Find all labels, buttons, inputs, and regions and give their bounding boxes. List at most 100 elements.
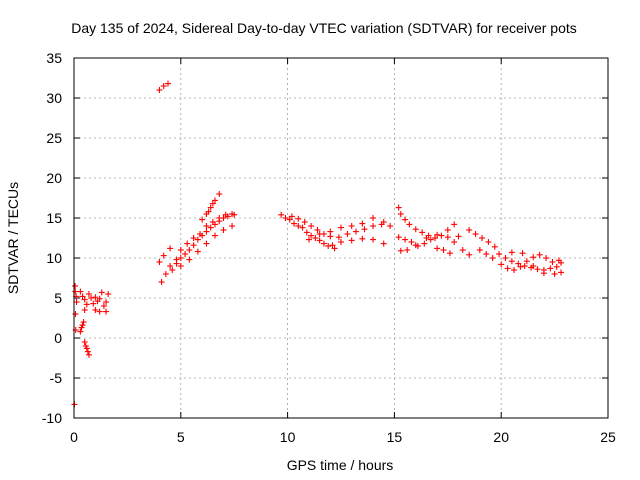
data-point bbox=[431, 235, 438, 241]
chart-title: Day 135 of 2024, Sidereal Day-to-day VTE… bbox=[71, 20, 577, 36]
data-point bbox=[186, 256, 193, 263]
data-point bbox=[397, 247, 404, 254]
data-point bbox=[444, 227, 451, 233]
data-point bbox=[80, 319, 87, 325]
data-point bbox=[451, 221, 458, 228]
data-point bbox=[335, 234, 342, 241]
data-point bbox=[83, 301, 90, 308]
data-point bbox=[85, 351, 92, 358]
data-point bbox=[169, 267, 176, 273]
data-point bbox=[286, 216, 293, 223]
data-point bbox=[331, 245, 338, 252]
data-point bbox=[177, 255, 184, 261]
data-point bbox=[406, 221, 413, 228]
data-point bbox=[211, 197, 218, 204]
data-point bbox=[216, 215, 223, 221]
data-point bbox=[92, 307, 99, 313]
grid bbox=[74, 58, 608, 418]
data-point bbox=[190, 242, 197, 249]
data-point bbox=[558, 269, 565, 276]
data-point bbox=[338, 239, 344, 245]
data-point bbox=[229, 223, 236, 229]
x-tick-label: 25 bbox=[600, 429, 616, 445]
data-point bbox=[96, 295, 103, 302]
y-tick-label: -5 bbox=[50, 370, 63, 386]
data-point bbox=[370, 236, 377, 243]
data-point bbox=[73, 299, 80, 305]
data-point bbox=[105, 291, 112, 297]
data-point bbox=[186, 247, 193, 253]
data-point bbox=[295, 215, 302, 222]
data-point bbox=[84, 348, 91, 355]
data-point bbox=[476, 247, 483, 253]
data-point bbox=[194, 248, 201, 255]
data-point bbox=[312, 235, 319, 241]
data-point bbox=[438, 232, 445, 239]
data-point bbox=[466, 251, 473, 258]
data-point bbox=[517, 263, 524, 270]
data-point bbox=[498, 261, 505, 268]
data-point bbox=[199, 216, 206, 223]
data-point bbox=[359, 220, 366, 227]
data-point bbox=[77, 288, 84, 295]
data-point bbox=[412, 242, 419, 249]
data-point bbox=[207, 224, 214, 231]
data-point bbox=[338, 224, 344, 231]
data-point bbox=[502, 255, 509, 261]
data-point bbox=[156, 259, 163, 265]
y-tick-label: -10 bbox=[42, 410, 62, 426]
data-point bbox=[288, 213, 295, 220]
data-point bbox=[160, 83, 167, 89]
data-point bbox=[402, 236, 409, 243]
data-point bbox=[90, 300, 97, 307]
data-point bbox=[103, 299, 110, 305]
data-point bbox=[530, 254, 537, 261]
data-point bbox=[295, 223, 302, 229]
data-point bbox=[540, 270, 547, 277]
data-point bbox=[81, 296, 88, 303]
x-axis-label: GPS time / hours bbox=[287, 457, 394, 473]
y-tick-label: 5 bbox=[54, 290, 62, 306]
data-point bbox=[423, 235, 430, 241]
data-point bbox=[427, 236, 434, 243]
data-point bbox=[167, 263, 174, 269]
data-point bbox=[190, 235, 197, 241]
data-point bbox=[395, 204, 402, 211]
data-point bbox=[508, 258, 515, 265]
data-point bbox=[412, 226, 419, 233]
y-tick-label: 20 bbox=[46, 170, 62, 186]
data-point bbox=[489, 255, 496, 261]
y-tick-label: 25 bbox=[46, 130, 62, 146]
data-point bbox=[72, 283, 79, 289]
data-point bbox=[203, 228, 210, 235]
data-point bbox=[203, 240, 210, 247]
data-point bbox=[81, 307, 88, 313]
data-point bbox=[496, 251, 503, 257]
data-point bbox=[79, 293, 86, 300]
data-point bbox=[211, 232, 218, 239]
data-point bbox=[216, 191, 223, 197]
data-point bbox=[184, 240, 191, 247]
data-point bbox=[316, 231, 323, 237]
data-point bbox=[446, 250, 453, 257]
data-point bbox=[511, 267, 518, 273]
data-point bbox=[434, 231, 441, 238]
x-tick-label: 15 bbox=[387, 429, 403, 445]
data-point bbox=[320, 240, 327, 247]
data-point bbox=[519, 250, 526, 257]
x-tick-label: 0 bbox=[70, 429, 78, 445]
data-point bbox=[209, 219, 216, 225]
data-point bbox=[222, 211, 229, 218]
data-point bbox=[314, 227, 321, 233]
x-tick-label: 10 bbox=[280, 429, 296, 445]
data-point bbox=[209, 200, 216, 207]
data-point bbox=[344, 231, 351, 237]
data-point bbox=[291, 220, 298, 227]
data-point bbox=[103, 308, 110, 315]
data-point bbox=[308, 232, 315, 239]
data-point bbox=[160, 252, 167, 259]
data-point bbox=[96, 308, 103, 315]
data-point bbox=[167, 245, 174, 252]
data-point bbox=[100, 303, 107, 309]
